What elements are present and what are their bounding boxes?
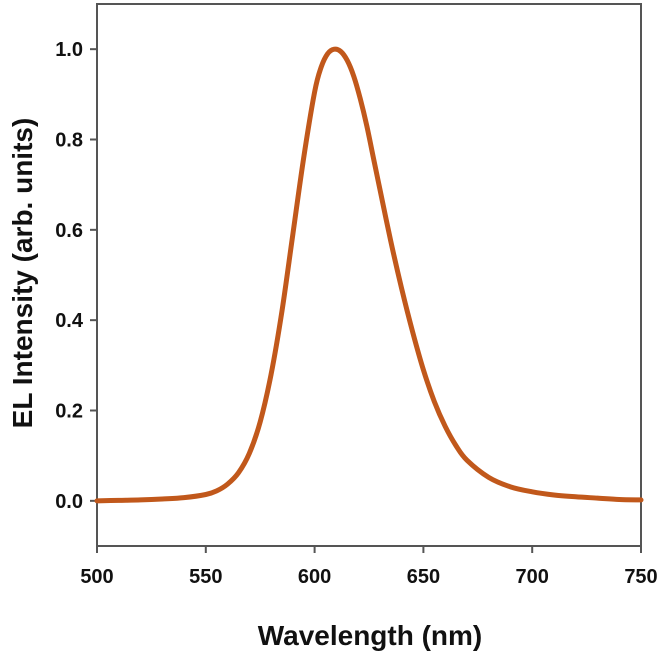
series-layer — [94, 46, 644, 504]
y-tick-label: 0.6 — [55, 220, 83, 242]
x-tick-label: 500 — [80, 566, 113, 588]
x-tick-label: 550 — [189, 566, 222, 588]
x-tick-label: 750 — [624, 566, 657, 588]
y-tick-label: 1.0 — [55, 39, 83, 61]
y-tick-label: 0.8 — [55, 130, 83, 152]
x-axis-label: Wavelength (nm) — [258, 620, 483, 651]
series-line — [94, 46, 644, 504]
x-axis-ticks: 500 550 600 650 700 750 — [80, 546, 658, 588]
plot-area-border — [96, 3, 642, 547]
plot-frame — [96, 3, 642, 547]
x-tick-label: 650 — [407, 566, 440, 588]
y-tick-label: 0.2 — [55, 401, 83, 423]
y-tick-label: 0.4 — [55, 310, 84, 332]
y-axis-label: EL Intensity (arb. units) — [7, 118, 38, 429]
x-tick-label: 600 — [298, 566, 331, 588]
y-axis-ticks: 0.0 0.2 0.4 0.6 0.8 1.0 — [55, 39, 97, 513]
x-tick-label: 700 — [516, 566, 549, 588]
y-tick-label: 0.0 — [55, 491, 83, 513]
